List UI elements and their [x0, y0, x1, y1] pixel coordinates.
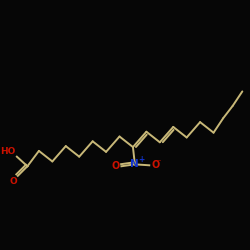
- Text: O: O: [111, 161, 120, 171]
- Text: +: +: [139, 155, 145, 164]
- Text: N: N: [130, 159, 139, 169]
- Text: HO: HO: [0, 147, 16, 156]
- Text: ⁻: ⁻: [157, 157, 161, 166]
- Text: O: O: [151, 160, 160, 170]
- Text: O: O: [9, 177, 17, 186]
